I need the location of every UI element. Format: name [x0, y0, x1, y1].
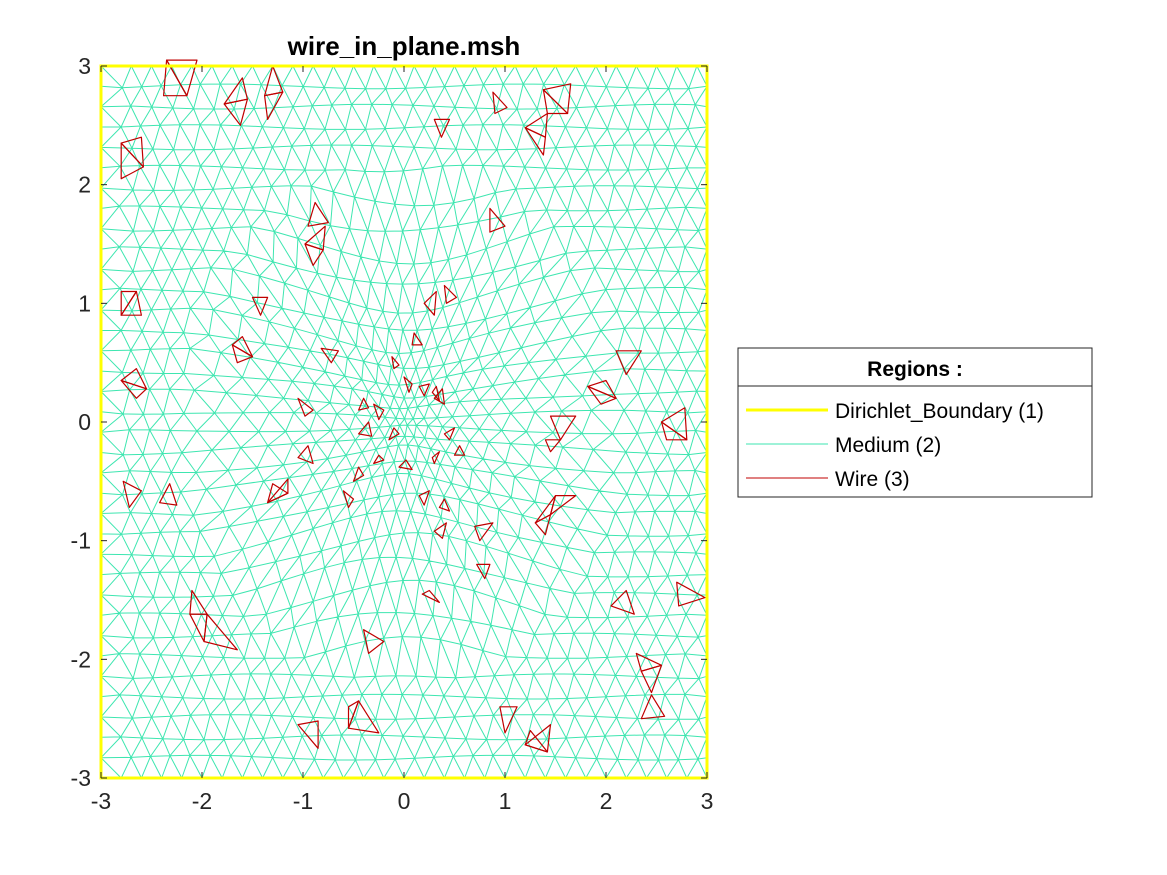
wire-triangle — [267, 478, 289, 504]
wire-triangle — [587, 385, 617, 405]
wire-triangle — [433, 388, 445, 405]
wire-triangle — [120, 142, 144, 180]
wire-triangle — [542, 89, 569, 115]
wire-triangle — [347, 700, 360, 729]
wire-triangle — [388, 427, 400, 441]
wire-triangle — [421, 589, 440, 604]
wire-triangle — [489, 207, 506, 233]
wire-triangle — [297, 720, 319, 749]
wire-triangle — [640, 664, 663, 694]
x-tick-label: 1 — [499, 788, 512, 814]
wire-triangle — [418, 383, 430, 397]
wire-triangle — [373, 454, 385, 465]
wire-triangle — [373, 403, 385, 421]
wire-triangle — [660, 421, 688, 441]
wire-triangle — [443, 427, 456, 441]
wire-triangle — [418, 490, 430, 506]
wire-triangle — [120, 290, 137, 316]
wire-triangle — [549, 495, 577, 516]
legend-label-boundary: Dirichlet_Boundary (1) — [835, 400, 1044, 423]
wire-triangle — [499, 706, 518, 734]
wire-triangle — [122, 480, 142, 508]
wire-triangle — [307, 201, 329, 227]
wire-triangle — [297, 445, 314, 465]
wire-triangle — [264, 91, 284, 121]
x-tick-label: -3 — [91, 788, 111, 814]
wire-triangle — [159, 483, 178, 506]
wire-mesh — [120, 59, 706, 753]
wire-triangle — [297, 397, 314, 417]
y-tick-label: 1 — [78, 290, 91, 316]
wire-triangle — [391, 356, 400, 370]
wire-triangle — [423, 290, 437, 316]
legend-label-medium: Medium (2) — [835, 434, 941, 457]
wire-triangle — [549, 415, 577, 441]
x-tick-label: 3 — [701, 788, 714, 814]
y-tick-label: 2 — [78, 172, 91, 198]
wire-triangle — [342, 490, 355, 508]
wire-triangle — [438, 498, 451, 512]
wire-triangle — [320, 347, 339, 364]
wire-triangle — [231, 344, 254, 364]
x-tick-label: 2 — [600, 788, 613, 814]
wire-triangle — [676, 581, 706, 607]
x-tick-label: -1 — [293, 788, 313, 814]
wire-triangle — [524, 127, 547, 156]
chart-title: wire_in_plane.msh — [287, 31, 521, 61]
wire-triangle — [398, 459, 413, 471]
wire-triangle — [492, 91, 508, 115]
y-tick-label: 3 — [78, 53, 91, 79]
wire-triangle — [433, 522, 447, 539]
wire-triangle — [524, 729, 549, 753]
wire-triangle — [358, 421, 373, 437]
wire-triangle — [120, 379, 148, 399]
y-tick-label: -3 — [71, 765, 91, 791]
wire-triangle — [544, 439, 562, 453]
wire-triangle — [251, 296, 269, 316]
wire-triangle — [431, 451, 440, 465]
x-tick-label: 0 — [398, 788, 411, 814]
wire-triangle — [476, 563, 491, 580]
wire-triangle — [640, 694, 666, 720]
wire-triangle — [443, 284, 458, 304]
legend-label-wire: Wire (3) — [835, 468, 910, 491]
wire-triangle — [223, 98, 248, 126]
wire-triangle — [203, 613, 238, 651]
wire-triangle — [411, 332, 423, 346]
wire-triangle — [304, 243, 324, 266]
y-tick-label: -2 — [71, 646, 91, 672]
wire-triangle — [163, 59, 188, 97]
x-tick-label: -2 — [192, 788, 212, 814]
legend-box — [737, 347, 1093, 498]
wire-triangle — [352, 466, 365, 482]
legend: Regions : Dirichlet_Boundary (1) Medium … — [737, 347, 1093, 498]
wire-triangle — [358, 397, 370, 411]
y-tick-label: 0 — [78, 409, 91, 435]
wire-triangle — [363, 629, 385, 655]
y-tick-label: -1 — [71, 528, 91, 554]
axes: -3 -2 -1 0 1 2 3 -3 -2 -1 0 1 2 3 — [71, 53, 714, 814]
wire-triangle — [615, 350, 642, 376]
wire-triangle — [474, 522, 494, 542]
wire-triangle — [403, 376, 413, 393]
wire-triangle — [453, 445, 466, 456]
wire-triangle — [610, 589, 635, 615]
wire-triangle — [433, 118, 451, 138]
plot-area — [99, 59, 709, 780]
legend-title: Regions : — [867, 358, 963, 381]
